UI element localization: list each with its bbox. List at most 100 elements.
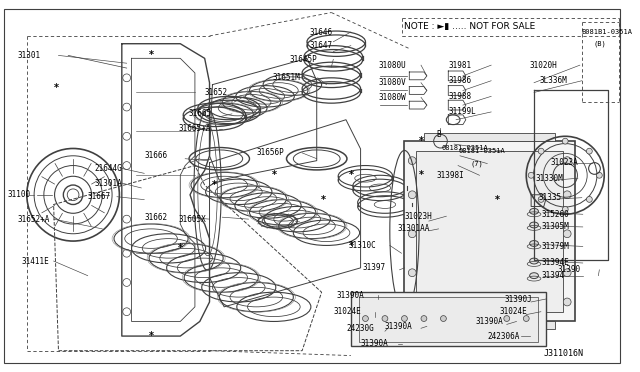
Text: 31020H: 31020H bbox=[529, 61, 557, 70]
Text: 24230G: 24230G bbox=[346, 324, 374, 333]
Text: 31390A: 31390A bbox=[360, 339, 388, 348]
Text: 31646: 31646 bbox=[310, 28, 333, 36]
Bar bbox=[358, 297, 538, 342]
Ellipse shape bbox=[596, 172, 602, 178]
Ellipse shape bbox=[530, 258, 538, 264]
Text: 31647: 31647 bbox=[310, 41, 333, 50]
Text: *: * bbox=[54, 83, 59, 93]
Text: 31390A: 31390A bbox=[336, 291, 364, 300]
Text: 31379M: 31379M bbox=[542, 242, 570, 251]
Text: 31394E: 31394E bbox=[542, 259, 570, 267]
Text: *: * bbox=[495, 195, 499, 205]
Ellipse shape bbox=[530, 208, 538, 214]
Text: 31023H: 31023H bbox=[404, 212, 432, 221]
Text: 31986: 31986 bbox=[448, 76, 472, 85]
Ellipse shape bbox=[528, 172, 534, 178]
Text: 31335: 31335 bbox=[539, 193, 562, 202]
Ellipse shape bbox=[586, 148, 592, 154]
Text: 31080W: 31080W bbox=[378, 93, 406, 102]
Text: 315260: 315260 bbox=[542, 210, 570, 219]
Text: *: * bbox=[148, 331, 154, 341]
Text: 31305M: 31305M bbox=[542, 222, 570, 231]
Text: (B): (B) bbox=[593, 41, 606, 47]
Bar bbox=[424, 321, 556, 329]
Text: J311016N: J311016N bbox=[544, 349, 584, 358]
Text: 31394: 31394 bbox=[542, 271, 565, 280]
Text: (7): (7) bbox=[470, 160, 483, 167]
Text: *: * bbox=[419, 136, 424, 146]
Text: 31024E: 31024E bbox=[500, 307, 528, 316]
Ellipse shape bbox=[408, 269, 416, 277]
Text: 31605X: 31605X bbox=[179, 215, 206, 224]
Text: 31301: 31301 bbox=[17, 51, 41, 60]
Text: *: * bbox=[273, 170, 277, 180]
Text: 31330M: 31330M bbox=[535, 174, 563, 183]
Text: 31024E: 31024E bbox=[333, 307, 361, 316]
Text: 31665: 31665 bbox=[188, 109, 211, 118]
Bar bbox=[351, 292, 546, 346]
Text: 31199L: 31199L bbox=[448, 108, 476, 116]
Text: *: * bbox=[321, 195, 326, 205]
Ellipse shape bbox=[504, 315, 509, 321]
Text: 08181-0351A: 08181-0351A bbox=[442, 145, 488, 151]
Ellipse shape bbox=[440, 315, 446, 321]
Ellipse shape bbox=[530, 273, 538, 279]
Text: 31397: 31397 bbox=[362, 263, 386, 272]
Text: 21644G: 21644G bbox=[95, 164, 122, 173]
Text: *: * bbox=[178, 243, 183, 253]
Bar bbox=[404, 141, 575, 321]
Text: *: * bbox=[148, 51, 154, 60]
Text: 31100: 31100 bbox=[8, 190, 31, 199]
Ellipse shape bbox=[538, 196, 544, 202]
Ellipse shape bbox=[563, 138, 568, 144]
Text: 31080U: 31080U bbox=[378, 61, 406, 70]
Text: 31301AA: 31301AA bbox=[397, 224, 430, 233]
Bar bbox=[416, 151, 563, 312]
Text: 31656P: 31656P bbox=[256, 148, 284, 157]
Ellipse shape bbox=[382, 315, 388, 321]
Text: B081B1-0351A: B081B1-0351A bbox=[582, 29, 633, 35]
Text: *: * bbox=[212, 180, 217, 190]
Text: 31390A: 31390A bbox=[385, 322, 413, 331]
Ellipse shape bbox=[408, 298, 416, 306]
Ellipse shape bbox=[563, 206, 568, 212]
Ellipse shape bbox=[586, 196, 592, 202]
Text: 31665+A: 31665+A bbox=[179, 124, 211, 133]
Bar bbox=[424, 134, 556, 141]
Text: 31023A: 31023A bbox=[550, 158, 579, 167]
Text: 31398I: 31398I bbox=[436, 171, 465, 180]
Ellipse shape bbox=[524, 315, 529, 321]
Text: 31080V: 31080V bbox=[378, 78, 406, 87]
Text: 31390J: 31390J bbox=[505, 295, 532, 304]
Text: NOTE : ►▮ ..... NOT FOR SALE: NOTE : ►▮ ..... NOT FOR SALE bbox=[404, 22, 536, 31]
Text: 31411E: 31411E bbox=[22, 257, 49, 266]
Ellipse shape bbox=[362, 315, 369, 321]
Text: 31662: 31662 bbox=[144, 213, 167, 222]
Ellipse shape bbox=[408, 230, 416, 238]
Text: 31652: 31652 bbox=[205, 88, 228, 97]
Text: *: * bbox=[348, 170, 353, 180]
Text: 3L336M: 3L336M bbox=[540, 76, 568, 85]
Ellipse shape bbox=[421, 315, 427, 321]
Text: *: * bbox=[419, 170, 424, 180]
Ellipse shape bbox=[563, 230, 571, 238]
Ellipse shape bbox=[563, 191, 571, 199]
Text: 242306A: 242306A bbox=[487, 331, 520, 341]
Text: 31301A: 31301A bbox=[95, 179, 122, 187]
Text: 31310C: 31310C bbox=[349, 241, 376, 250]
Text: 31652+A: 31652+A bbox=[17, 215, 50, 224]
Ellipse shape bbox=[408, 191, 416, 199]
Text: 31651M: 31651M bbox=[273, 73, 301, 82]
Ellipse shape bbox=[538, 148, 544, 154]
Text: 31666: 31666 bbox=[144, 151, 167, 160]
Text: 31988: 31988 bbox=[448, 92, 472, 101]
Ellipse shape bbox=[563, 298, 571, 306]
Ellipse shape bbox=[563, 157, 571, 164]
Ellipse shape bbox=[563, 269, 571, 277]
Text: B: B bbox=[436, 130, 441, 139]
Text: 31390: 31390 bbox=[557, 265, 580, 274]
Ellipse shape bbox=[530, 222, 538, 228]
Ellipse shape bbox=[401, 315, 408, 321]
Text: *: * bbox=[348, 241, 353, 251]
Ellipse shape bbox=[530, 241, 538, 246]
